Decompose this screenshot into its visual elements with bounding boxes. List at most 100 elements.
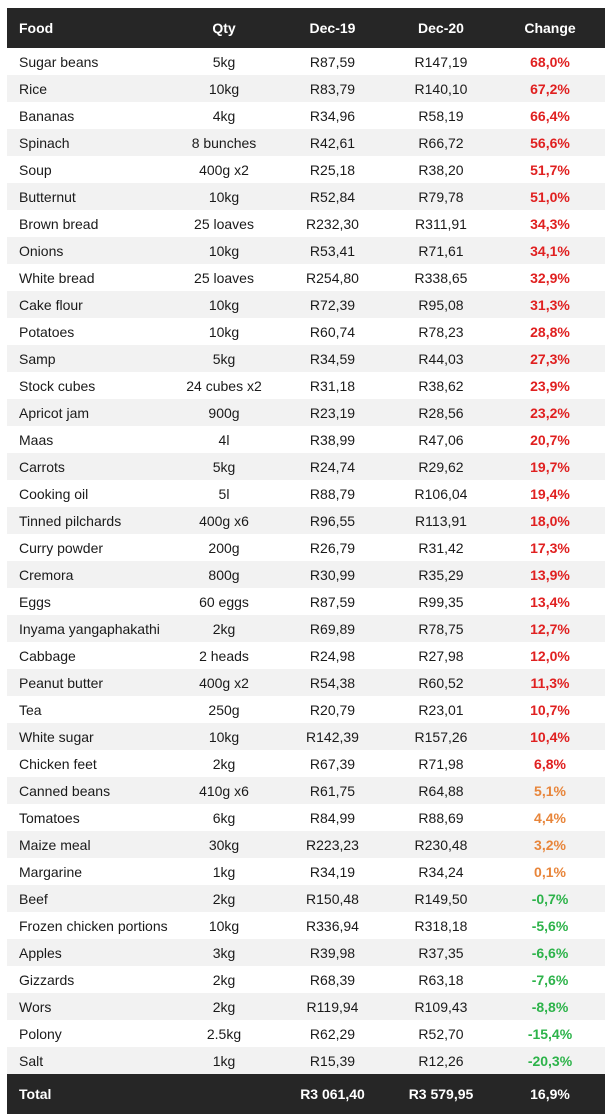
row-change: 10,4% bbox=[530, 728, 570, 745]
row-food: Salt bbox=[19, 1052, 44, 1069]
total-label: Total bbox=[19, 1086, 52, 1102]
row-dec19: R26,79 bbox=[309, 539, 356, 556]
table-row: Tomatoes 6kg R84,99 R88,69 4,4% bbox=[7, 804, 605, 831]
row-change: 51,0% bbox=[530, 188, 570, 205]
table-header: Food Qty Dec-19 Dec-20 Change bbox=[7, 8, 605, 48]
row-dec20: R37,35 bbox=[418, 944, 464, 961]
row-change: 17,3% bbox=[530, 539, 570, 556]
row-qty: 60 eggs bbox=[199, 593, 249, 610]
row-food: Cooking oil bbox=[19, 485, 89, 502]
row-dec19: R30,99 bbox=[309, 566, 356, 583]
row-dec20: R64,88 bbox=[418, 782, 464, 799]
row-food: Tomatoes bbox=[19, 809, 80, 826]
row-change: -0,7% bbox=[531, 890, 569, 907]
row-dec19: R87,59 bbox=[309, 593, 356, 610]
row-dec20: R44,03 bbox=[418, 350, 464, 367]
row-change: 4,4% bbox=[534, 809, 566, 826]
row-food: Tea bbox=[19, 701, 42, 718]
total-row: Total R3 061,40 R3 579,95 16,9% bbox=[7, 1074, 605, 1114]
total-qty bbox=[170, 1074, 278, 1114]
row-qty: 5kg bbox=[212, 458, 236, 475]
table-row: Beef 2kg R150,48 R149,50 -0,7% bbox=[7, 885, 605, 912]
table-row: Salt 1kg R15,39 R12,26 -20,3% bbox=[7, 1047, 605, 1074]
table-row: Rice 10kg R83,79 R140,10 67,2% bbox=[7, 75, 605, 102]
row-change: 56,6% bbox=[530, 134, 570, 151]
row-qty: 1kg bbox=[212, 863, 236, 880]
row-dec20: R99,35 bbox=[418, 593, 464, 610]
row-dec20: R27,98 bbox=[418, 647, 464, 664]
row-food: Polony bbox=[19, 1025, 62, 1042]
row-food: Cake flour bbox=[19, 296, 83, 313]
row-qty: 250g bbox=[208, 701, 240, 718]
table-row: Canned beans 410g x6 R61,75 R64,88 5,1% bbox=[7, 777, 605, 804]
table-row: Frozen chicken portions 10kg R336,94 R318,1… bbox=[7, 912, 605, 939]
row-dec20: R38,62 bbox=[418, 377, 464, 394]
row-qty: 10kg bbox=[208, 242, 240, 259]
row-qty: 400g x2 bbox=[199, 674, 249, 691]
header-dec20: Dec-20 bbox=[418, 20, 464, 36]
table-row: Cake flour 10kg R72,39 R95,08 31,3% bbox=[7, 291, 605, 318]
row-dec19: R20,79 bbox=[309, 701, 356, 718]
row-change: 32,9% bbox=[530, 269, 570, 286]
row-change: 68,0% bbox=[530, 53, 570, 70]
row-dec19: R223,23 bbox=[306, 836, 359, 853]
row-qty: 2kg bbox=[212, 755, 236, 772]
row-dec20: R29,62 bbox=[418, 458, 464, 475]
row-dec20: R318,18 bbox=[414, 917, 468, 934]
row-dec19: R38,99 bbox=[309, 431, 356, 448]
row-dec19: R84,99 bbox=[309, 809, 356, 826]
table-row: White bread 25 loaves R254,80 R338,65 32,9% bbox=[7, 264, 605, 291]
table-row: Apricot jam 900g R23,19 R28,56 23,2% bbox=[7, 399, 605, 426]
row-change: -5,6% bbox=[531, 917, 569, 934]
row-food: Rice bbox=[19, 80, 48, 97]
row-food: White sugar bbox=[19, 728, 94, 745]
row-qty: 2kg bbox=[212, 998, 236, 1015]
row-dec19: R60,74 bbox=[309, 323, 356, 340]
row-dec19: R119,94 bbox=[306, 998, 359, 1015]
table-row: Stock cubes 24 cubes x2 R31,18 R38,62 23,9% bbox=[7, 372, 605, 399]
header-food: Food bbox=[19, 20, 54, 36]
row-dec19: R83,79 bbox=[309, 80, 356, 97]
table-footer: Total R3 061,40 R3 579,95 16,9% bbox=[7, 1074, 605, 1114]
row-food: Spinach bbox=[19, 134, 70, 151]
table-row: Maize meal 30kg R223,23 R230,48 3,2% bbox=[7, 831, 605, 858]
row-change: 12,0% bbox=[530, 647, 570, 664]
table-row: Peanut butter 400g x2 R54,38 R60,52 11,3% bbox=[7, 669, 605, 696]
row-food: Beef bbox=[19, 890, 48, 907]
row-food: Maas bbox=[19, 431, 54, 448]
row-change: -6,6% bbox=[531, 944, 569, 961]
row-food: White bread bbox=[19, 269, 95, 286]
row-dec20: R157,26 bbox=[414, 728, 468, 745]
row-dec20: R35,29 bbox=[418, 566, 464, 583]
row-dec20: R95,08 bbox=[418, 296, 464, 313]
table-row: Maas 4l R38,99 R47,06 20,7% bbox=[7, 426, 605, 453]
row-dec20: R52,70 bbox=[418, 1025, 464, 1042]
row-dec20: R58,19 bbox=[418, 107, 464, 124]
row-dec20: R60,52 bbox=[418, 674, 464, 691]
row-change: 11,3% bbox=[530, 674, 570, 691]
row-qty: 2kg bbox=[212, 971, 236, 988]
row-dec19: R68,39 bbox=[309, 971, 356, 988]
table-row: Cabbage 2 heads R24,98 R27,98 12,0% bbox=[7, 642, 605, 669]
row-change: 13,9% bbox=[530, 566, 570, 583]
row-dec20: R230,48 bbox=[414, 836, 468, 853]
row-dec20: R88,69 bbox=[418, 809, 464, 826]
row-dec20: R140,10 bbox=[414, 80, 468, 97]
row-qty: 800g bbox=[208, 566, 240, 583]
table-row: Carrots 5kg R24,74 R29,62 19,7% bbox=[7, 453, 605, 480]
row-change: -7,6% bbox=[531, 971, 569, 988]
price-table-container: Food Qty Dec-19 Dec-20 Change Sugar bean… bbox=[7, 8, 605, 1114]
row-change: 19,7% bbox=[530, 458, 570, 475]
table-row: Sugar beans 5kg R87,59 R147,19 68,0% bbox=[7, 48, 605, 75]
row-qty: 400g x6 bbox=[199, 512, 249, 529]
row-qty: 2.5kg bbox=[206, 1025, 242, 1042]
row-dec19: R54,38 bbox=[309, 674, 356, 691]
row-qty: 200g bbox=[208, 539, 240, 556]
row-food: Frozen chicken portions bbox=[19, 917, 168, 934]
row-food: Apples bbox=[19, 944, 62, 961]
row-dec20: R31,42 bbox=[418, 539, 464, 556]
table-row: Bananas 4kg R34,96 R58,19 66,4% bbox=[7, 102, 605, 129]
row-dec20: R12,26 bbox=[418, 1052, 464, 1069]
row-food: Margarine bbox=[19, 863, 83, 880]
row-change: 31,3% bbox=[530, 296, 570, 313]
